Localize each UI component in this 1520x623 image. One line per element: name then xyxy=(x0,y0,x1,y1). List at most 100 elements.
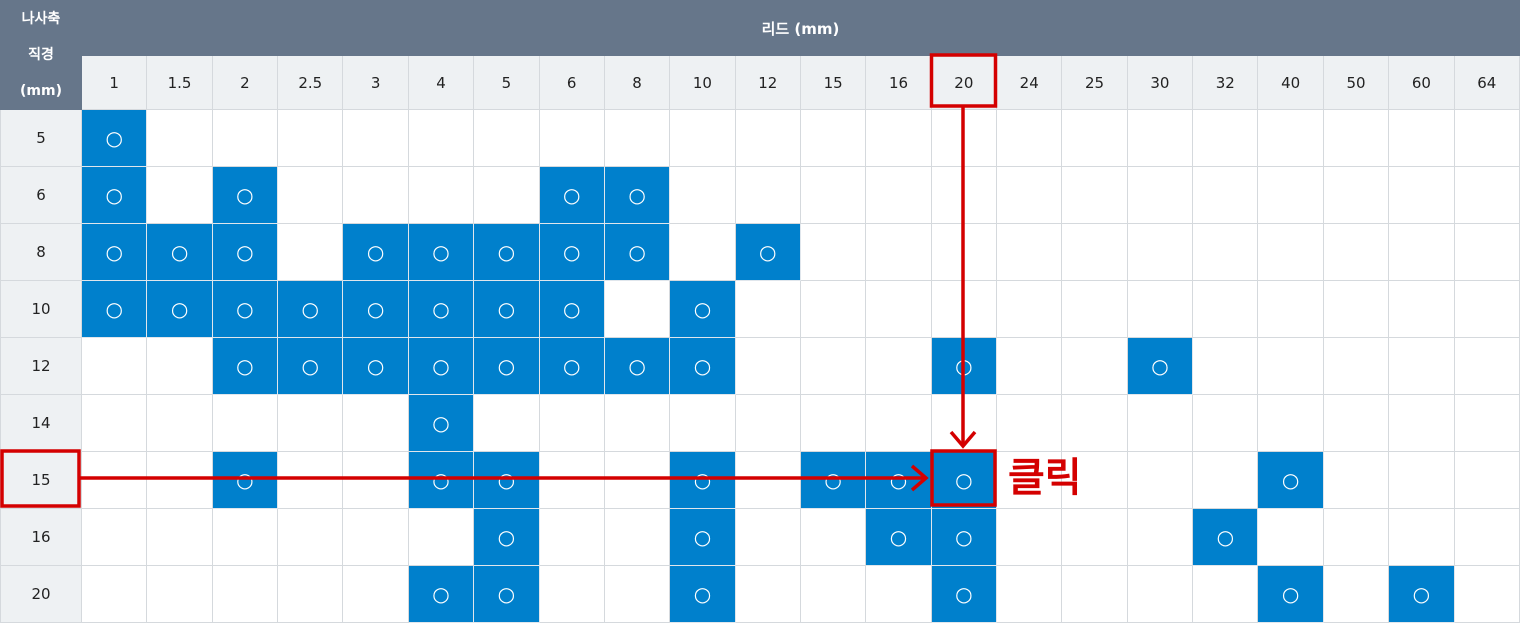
empty-cell xyxy=(538,565,605,623)
lead-column-header: 12 xyxy=(734,55,801,110)
available-cell[interactable]: ○ xyxy=(277,280,344,338)
empty-cell xyxy=(1257,394,1324,452)
empty-cell xyxy=(277,451,344,509)
available-circle-icon: ○ xyxy=(497,240,516,264)
available-cell[interactable]: ○ xyxy=(407,280,475,338)
empty-cell xyxy=(342,394,409,452)
empty-cell xyxy=(1322,109,1390,167)
available-cell[interactable]: ○ xyxy=(1257,451,1324,509)
empty-cell xyxy=(865,280,932,338)
available-cell[interactable]: ○ xyxy=(342,280,409,338)
lead-header: 리드 (mm) xyxy=(81,0,1520,56)
diameter-row-header: 14 xyxy=(0,394,82,452)
available-circle-icon: ○ xyxy=(236,297,254,321)
empty-cell xyxy=(1192,166,1259,224)
available-cell[interactable]: ○ xyxy=(342,337,409,395)
available-cell[interactable]: ○ xyxy=(603,337,671,395)
available-circle-icon: ○ xyxy=(693,297,712,321)
available-cell[interactable]: ○ xyxy=(146,280,213,338)
empty-cell xyxy=(146,109,213,167)
empty-cell xyxy=(930,223,998,281)
available-cell[interactable]: ○ xyxy=(1126,337,1194,395)
empty-cell xyxy=(1453,166,1520,224)
available-cell[interactable]: ○ xyxy=(407,394,475,452)
available-cell[interactable]: ○ xyxy=(211,166,279,224)
empty-cell xyxy=(734,508,801,566)
lead-column-header: 4 xyxy=(407,55,475,110)
available-cell[interactable]: ○ xyxy=(211,337,279,395)
lead-column-header: 2.5 xyxy=(277,55,344,110)
available-cell[interactable]: ○ xyxy=(80,166,148,224)
available-cell[interactable]: ○ xyxy=(211,280,279,338)
diameter-row-header: 6 xyxy=(0,166,82,224)
available-cell[interactable]: ○ xyxy=(538,223,605,281)
empty-cell xyxy=(799,508,867,566)
available-cell[interactable]: ○ xyxy=(407,451,475,509)
available-cell[interactable]: ○ xyxy=(538,166,605,224)
available-cell[interactable]: ○ xyxy=(669,451,736,509)
available-cell[interactable]: ○ xyxy=(473,337,540,395)
available-cell[interactable]: ○ xyxy=(80,109,148,167)
lead-column-header: 32 xyxy=(1192,55,1259,110)
available-circle-icon: ○ xyxy=(1151,354,1169,378)
available-cell[interactable]: ○ xyxy=(930,451,998,509)
available-cell[interactable]: ○ xyxy=(603,223,671,281)
available-cell[interactable]: ○ xyxy=(865,451,932,509)
empty-cell xyxy=(1192,109,1259,167)
available-cell[interactable]: ○ xyxy=(930,337,998,395)
empty-cell xyxy=(1192,451,1259,509)
empty-cell xyxy=(1257,166,1324,224)
available-cell[interactable]: ○ xyxy=(669,565,736,623)
available-cell[interactable]: ○ xyxy=(407,223,475,281)
empty-cell xyxy=(1388,280,1455,338)
available-cell[interactable]: ○ xyxy=(603,166,671,224)
available-cell[interactable]: ○ xyxy=(930,565,998,623)
available-cell[interactable]: ○ xyxy=(473,280,540,338)
available-cell[interactable]: ○ xyxy=(799,451,867,509)
empty-cell xyxy=(1388,451,1455,509)
empty-cell xyxy=(603,508,671,566)
available-cell[interactable]: ○ xyxy=(473,508,540,566)
available-cell[interactable]: ○ xyxy=(930,508,998,566)
available-cell[interactable]: ○ xyxy=(538,280,605,338)
available-cell[interactable]: ○ xyxy=(669,280,736,338)
empty-cell xyxy=(996,508,1063,566)
empty-cell xyxy=(1061,109,1128,167)
available-cell[interactable]: ○ xyxy=(538,337,605,395)
available-cell[interactable]: ○ xyxy=(669,508,736,566)
available-circle-icon: ○ xyxy=(1412,582,1431,606)
available-cell[interactable]: ○ xyxy=(342,223,409,281)
available-cell[interactable]: ○ xyxy=(865,508,932,566)
available-cell[interactable]: ○ xyxy=(669,337,736,395)
corner-header: 나사축 직경 (mm) xyxy=(0,0,82,110)
available-cell[interactable]: ○ xyxy=(473,565,540,623)
available-cell[interactable]: ○ xyxy=(407,337,475,395)
available-cell[interactable]: ○ xyxy=(277,337,344,395)
empty-cell xyxy=(80,565,148,623)
empty-cell xyxy=(930,280,998,338)
available-circle-icon: ○ xyxy=(562,297,581,321)
available-cell[interactable]: ○ xyxy=(146,223,213,281)
available-cell[interactable]: ○ xyxy=(211,451,279,509)
available-cell[interactable]: ○ xyxy=(1257,565,1324,623)
empty-cell xyxy=(1061,565,1128,623)
available-circle-icon: ○ xyxy=(236,240,254,264)
available-cell[interactable]: ○ xyxy=(80,223,148,281)
table-row: 16 ○ ○ ○ ○ ○ xyxy=(0,508,1520,566)
available-cell[interactable]: ○ xyxy=(211,223,279,281)
available-circle-icon: ○ xyxy=(432,468,450,492)
available-circle-icon: ○ xyxy=(105,240,123,264)
available-cell[interactable]: ○ xyxy=(80,280,148,338)
available-cell[interactable]: ○ xyxy=(1388,565,1455,623)
available-cell[interactable]: ○ xyxy=(1192,508,1259,566)
lead-column-header: 16 xyxy=(865,55,932,110)
empty-cell xyxy=(1322,280,1390,338)
empty-cell xyxy=(865,166,932,224)
diameter-row-header: 20 xyxy=(0,565,82,623)
lead-column-header: 25 xyxy=(1061,55,1128,110)
available-cell[interactable]: ○ xyxy=(473,223,540,281)
available-cell[interactable]: ○ xyxy=(734,223,801,281)
available-cell[interactable]: ○ xyxy=(407,565,475,623)
available-cell[interactable]: ○ xyxy=(473,451,540,509)
